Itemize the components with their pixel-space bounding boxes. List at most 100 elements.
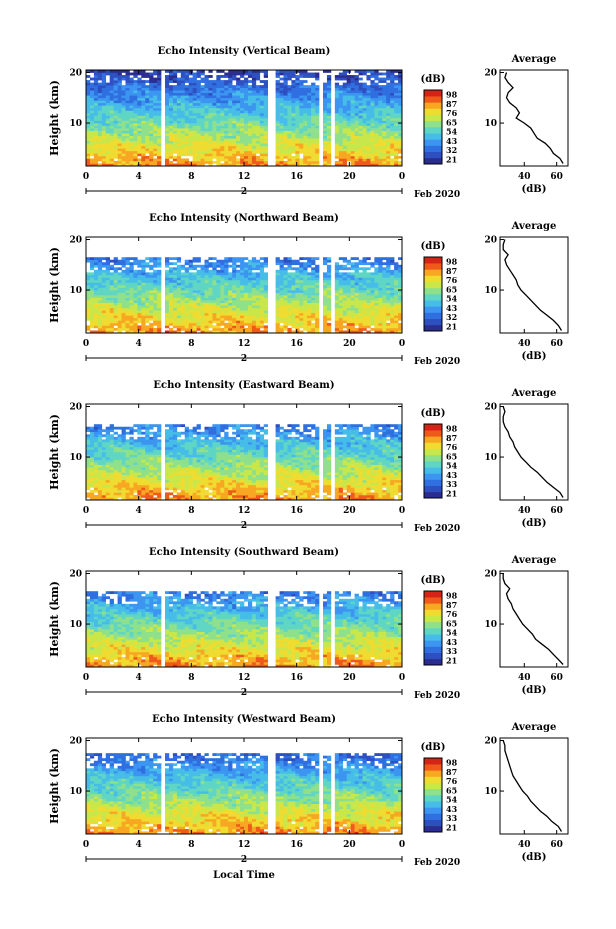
heatmap-cell — [251, 264, 257, 268]
heatmap-cell — [323, 90, 328, 94]
heatmap-cell — [101, 277, 107, 281]
heatmap-cell — [109, 287, 114, 291]
heatmap-cell — [208, 297, 213, 301]
heatmap-cell — [216, 320, 221, 324]
heatmap-cell — [362, 262, 367, 266]
heatmap-cell — [125, 70, 130, 73]
heatmap-cell — [216, 100, 221, 104]
heatmap-cell — [101, 312, 107, 316]
heatmap-cell — [240, 272, 245, 276]
heatmap-cell — [149, 110, 154, 114]
heatmap-cell — [354, 97, 359, 101]
heatmap-cell — [137, 295, 142, 298]
heatmap-cell — [180, 287, 186, 291]
heatmap-cell — [244, 262, 249, 266]
heatmap-cell — [224, 307, 229, 311]
heatmap-cell — [334, 148, 340, 152]
heatmap-cell — [232, 118, 237, 121]
heatmap-cell — [303, 325, 308, 329]
heatmap-cell — [137, 85, 142, 88]
heatmap-cell — [141, 118, 146, 121]
heatmap-cell — [141, 327, 146, 331]
heatmap-cell — [184, 279, 189, 283]
heatmap-cell — [398, 277, 403, 281]
heatmap-cell — [168, 297, 174, 301]
heatmap-cell — [338, 257, 344, 261]
heatmap-cell — [247, 102, 253, 106]
heatmap-cell — [180, 315, 186, 319]
heatmap-cell — [145, 330, 150, 334]
heatmap-cell — [228, 70, 233, 73]
heatmap-cell — [342, 285, 347, 288]
heatmap-cell — [323, 497, 328, 501]
heatmap-cell — [113, 143, 118, 147]
heatmap-cell — [346, 279, 351, 283]
heatmap-cell — [184, 317, 189, 321]
heatmap-cell — [121, 118, 126, 121]
heatmap-cell — [228, 155, 233, 159]
date-label: Feb 2020 — [414, 357, 460, 367]
heatmap-cell — [255, 282, 261, 286]
heatmap-cell — [291, 87, 296, 91]
heatmap-cell — [172, 102, 178, 106]
heatmap-cell — [236, 287, 241, 291]
heatmap-cell — [240, 123, 245, 126]
colorbar-segment — [424, 151, 442, 159]
heatmap-cell — [287, 135, 292, 139]
heatmap-cell — [97, 110, 103, 114]
heatmap-cell — [350, 90, 355, 94]
heatmap-cell — [180, 128, 186, 131]
heatmap-cell — [342, 282, 347, 286]
heatmap-cell — [291, 120, 296, 124]
heatmap-cell — [157, 95, 162, 99]
heatmap-cell — [346, 497, 351, 501]
heatmap-cell — [279, 297, 284, 301]
heatmap-cell — [358, 138, 363, 142]
heatmap-cell — [251, 133, 257, 136]
heatmap-cell — [287, 102, 292, 106]
heatmap-cell — [93, 262, 99, 266]
heatmap-cell — [141, 115, 146, 119]
heatmap-cell — [315, 330, 320, 334]
heatmap-cell — [153, 115, 158, 119]
heatmap-cell — [93, 118, 99, 121]
heatmap-cell — [188, 118, 193, 121]
heatmap-cell — [358, 259, 363, 263]
heatmap-cell — [200, 310, 205, 314]
heatmap-cell — [307, 153, 312, 157]
heatmap-cell — [204, 158, 209, 162]
heatmap-cell — [86, 82, 91, 86]
heatmap-cell — [398, 120, 403, 124]
heatmap-cell — [394, 97, 399, 101]
heatmap-cell — [244, 160, 249, 164]
heatmap-cell — [105, 150, 110, 154]
heatmap-cell — [129, 148, 134, 152]
heatmap-cell — [204, 285, 209, 288]
heatmap-cell — [89, 297, 95, 301]
heatmap-cell — [386, 110, 391, 114]
heatmap-cell — [263, 325, 268, 329]
heatmap-cell — [398, 305, 403, 309]
heatmap-cell — [350, 317, 355, 321]
heatmap-cell — [220, 279, 225, 283]
heatmap-cell — [125, 107, 130, 111]
heatmap-cell — [86, 163, 91, 167]
heatmap-cell — [378, 290, 383, 293]
heatmap-cell — [386, 82, 391, 86]
heatmap-cell — [168, 277, 174, 281]
heatmap-cell — [350, 262, 355, 266]
heatmap-cell — [200, 307, 205, 311]
heatmap-cell — [291, 118, 296, 121]
heatmap-cell — [192, 115, 197, 119]
heatmap-cell — [259, 110, 265, 114]
heatmap-cell — [89, 307, 95, 311]
heatmap-cell — [172, 272, 178, 276]
heatmap-cell — [263, 153, 268, 157]
heatmap-cell — [101, 107, 107, 111]
heatmap-cell — [362, 163, 367, 167]
heatmap-cell — [224, 285, 229, 288]
heatmap-cell — [89, 140, 95, 144]
heatmap-cell — [358, 307, 363, 311]
heatmap-cell — [374, 125, 379, 129]
heatmap-cell — [390, 80, 395, 83]
